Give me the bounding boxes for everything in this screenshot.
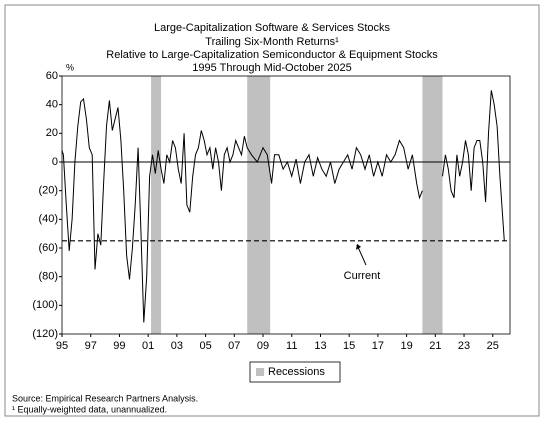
chart-subtitle: Trailing Six-Month Returns¹ (205, 36, 339, 48)
x-tick-label: 25 (487, 340, 499, 352)
y-tick-label: (100) (32, 299, 58, 311)
y-tick-label: (60) (38, 242, 58, 254)
y-tick-label: 40 (46, 99, 58, 111)
data-line (61, 90, 505, 323)
x-tick-label: 95 (56, 340, 68, 352)
y-tick-label: (80) (38, 271, 58, 283)
chart-subtitle: 1995 Through Mid-October 2025 (192, 62, 351, 74)
y-tick-label: 0 (52, 156, 58, 168)
footnote: ¹ Equally-weighted data, unannualized. (12, 404, 167, 414)
plot-frame (61, 75, 511, 335)
x-tick-label: 17 (372, 340, 384, 352)
x-tick-label: 07 (228, 340, 240, 352)
y-tick-label: 60 (46, 70, 58, 82)
x-tick-label: 23 (458, 340, 470, 352)
annotation-arrowhead (356, 243, 361, 250)
legend-label: Recessions (268, 366, 325, 378)
legend-swatch (256, 368, 264, 376)
x-tick-label: 99 (113, 340, 125, 352)
y-tick-label: (40) (38, 213, 58, 225)
x-tick-label: 19 (400, 340, 412, 352)
x-tick-label: 13 (314, 340, 326, 352)
chart-title: Large-Capitalization Software & Services… (154, 22, 390, 34)
x-tick-label: 03 (171, 340, 183, 352)
annotation: Current (344, 270, 381, 282)
chart-subtitle: Relative to Large-Capitalization Semicon… (106, 49, 438, 61)
x-tick-label: 21 (429, 340, 441, 352)
x-tick-label: 15 (343, 340, 355, 352)
x-tick-label: 01 (142, 340, 154, 352)
y-tick-label: (20) (38, 185, 58, 197)
y-tick-label: (120) (32, 328, 58, 340)
recession-band (422, 76, 443, 334)
legend-box (249, 361, 341, 383)
x-tick-label: 05 (199, 340, 211, 352)
recession-band (247, 76, 271, 334)
source: Source: Empirical Research Partners Anal… (12, 393, 198, 403)
y-tick-label: 20 (46, 127, 58, 139)
x-tick-label: 11 (286, 340, 297, 352)
x-tick-label: 97 (85, 340, 97, 352)
y-unit: % (66, 62, 74, 72)
recession-band (151, 76, 162, 334)
x-tick-label: 09 (257, 340, 269, 352)
